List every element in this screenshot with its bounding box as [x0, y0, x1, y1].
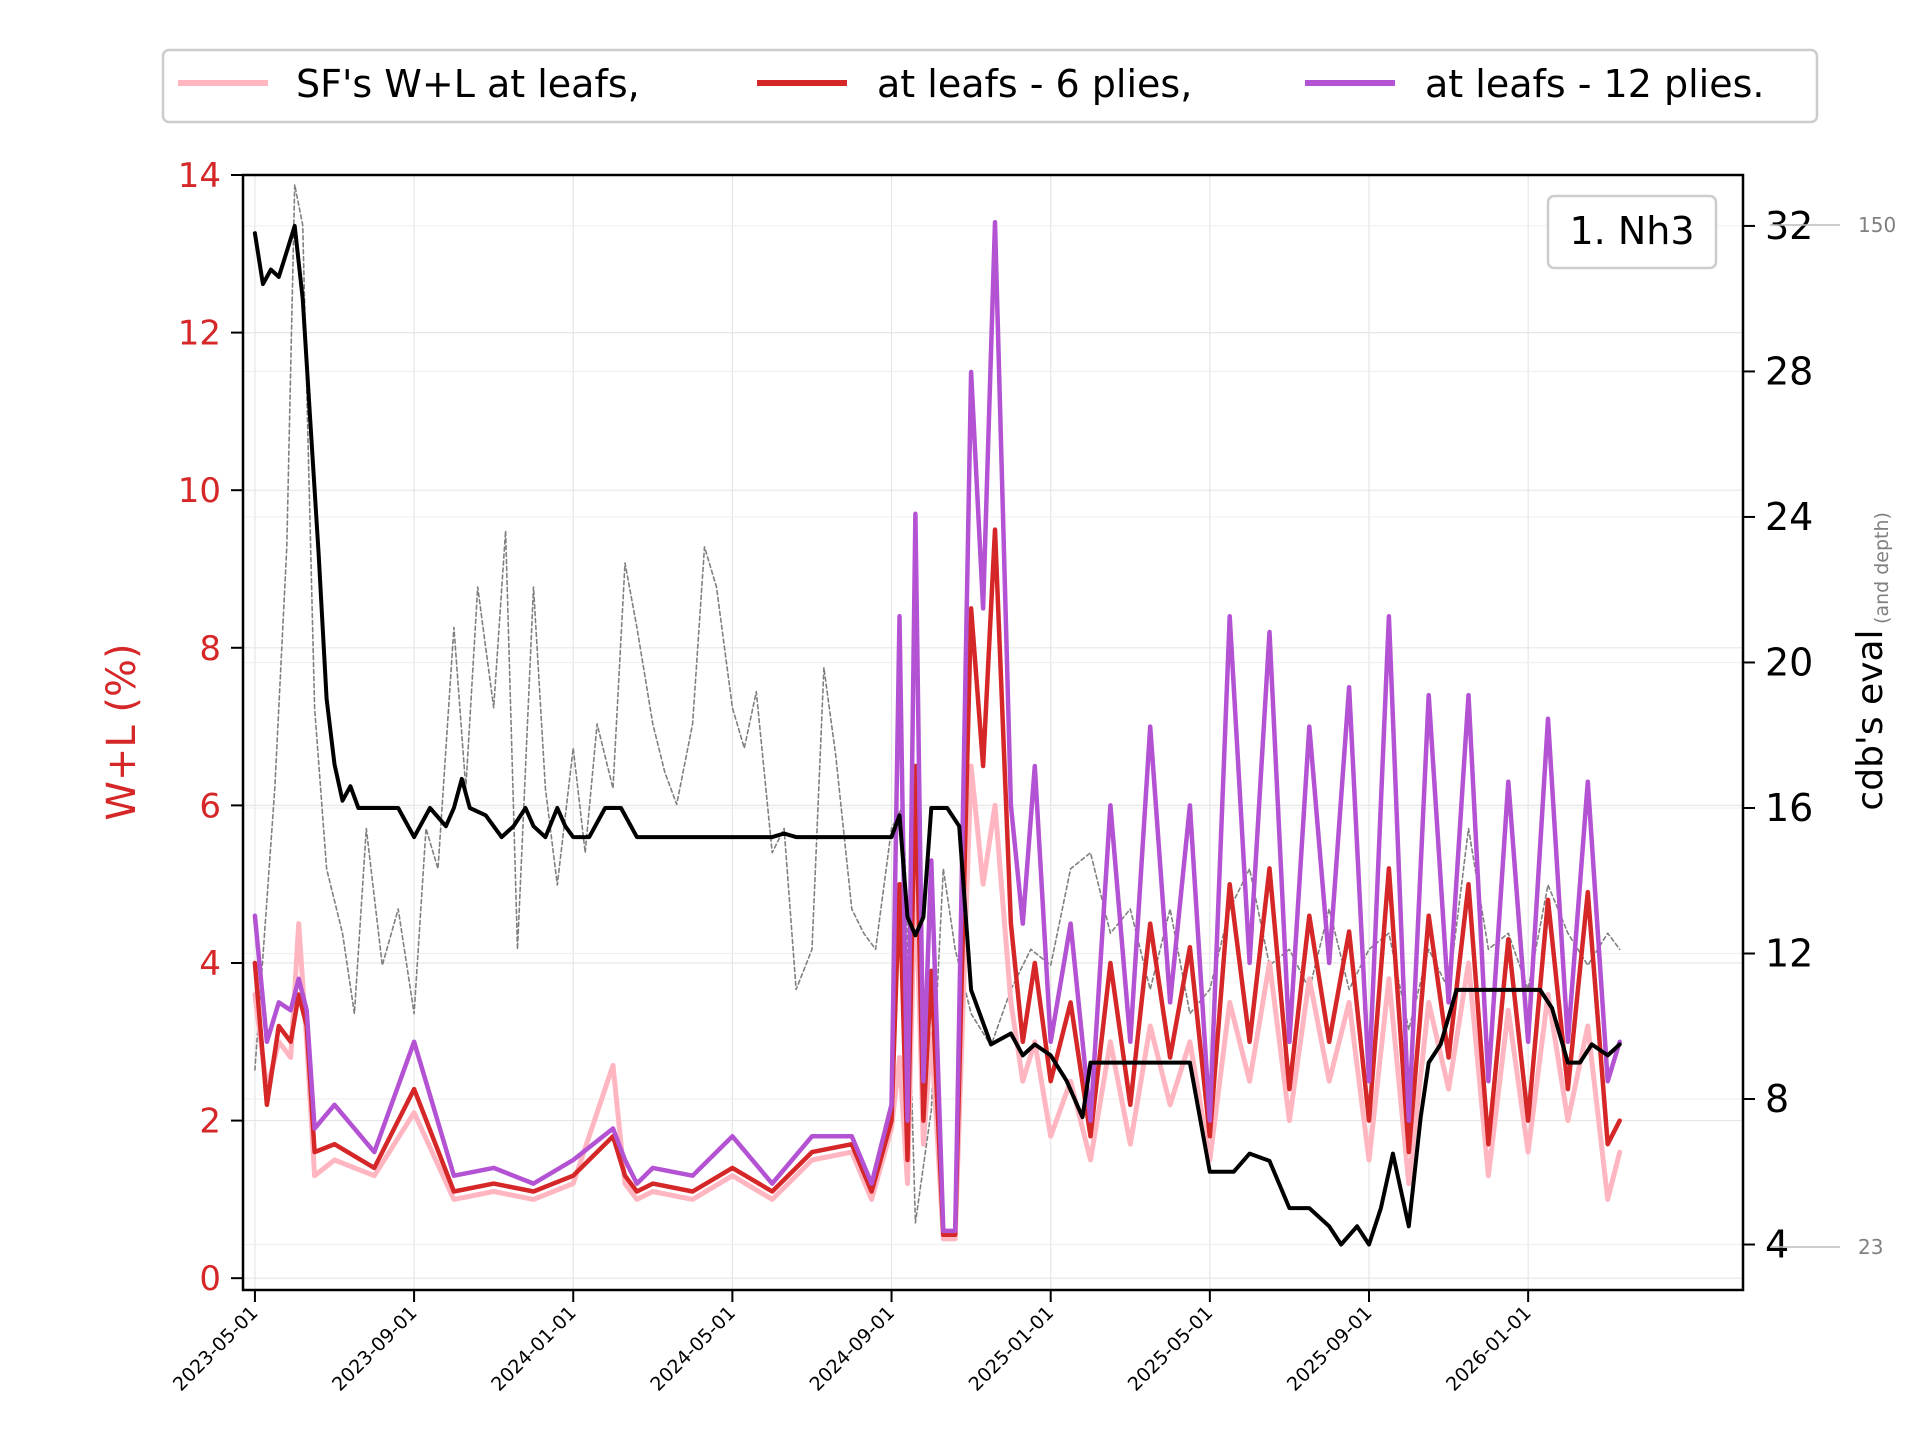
left-tick-label: 4: [199, 944, 221, 984]
x-tick-label: 2023-09-01: [328, 1302, 422, 1396]
right-tick-label: 32: [1765, 204, 1813, 248]
left-tick-label: 12: [178, 314, 221, 354]
annotation-text: 1. Nh3: [1569, 209, 1694, 253]
right-tick-label: 24: [1765, 495, 1813, 539]
x-tick-label: 2026-01-01: [1442, 1302, 1536, 1396]
right-tick-label: 12: [1765, 931, 1813, 975]
series-sf-wl: [252, 763, 1623, 1242]
right-tick-label: 16: [1765, 786, 1813, 830]
legend-label-12-plies: at leafs - 12 plies.: [1425, 62, 1764, 106]
x-tick-label: 2024-09-01: [805, 1302, 899, 1396]
annotation-badge: 1. Nh3: [1546, 194, 1718, 270]
series-layer: [252, 184, 1623, 1247]
right-tick-label: 4: [1765, 1223, 1789, 1267]
legend: SF's W+L at leafs, at leafs - 6 plies, a…: [161, 48, 1819, 124]
right-tick-label: 8: [1765, 1077, 1789, 1121]
left-tick-label: 2: [199, 1102, 221, 1142]
depth-tick-label: 23: [1858, 1235, 1883, 1259]
left-tick-label: 6: [199, 786, 221, 826]
left-axis-label: W+L (%): [99, 643, 145, 820]
legend-label-6-plies: at leafs - 6 plies,: [877, 62, 1192, 106]
x-tick-label: 2024-05-01: [646, 1302, 740, 1396]
series-12-plies: [252, 220, 1622, 1234]
left-tick-label: 14: [178, 156, 221, 196]
x-tick-label: 2025-05-01: [1124, 1302, 1218, 1396]
x-tick-label: 2024-01-01: [487, 1302, 581, 1396]
right-tick-label: 20: [1765, 640, 1813, 684]
x-tick-label: 2025-09-01: [1283, 1302, 1377, 1396]
depth-tick-label: 150: [1858, 213, 1896, 237]
left-tick-label: 8: [199, 629, 221, 669]
series-cdb-eval: [252, 223, 1622, 1247]
legend-label-sf: SF's W+L at leafs,: [296, 62, 640, 106]
series-depth: [254, 184, 1621, 1224]
plot-frame: [241, 173, 1745, 1292]
right-tick-label: 28: [1765, 349, 1813, 393]
right-axis-label: cdb's eval: [1850, 629, 1891, 810]
x-tick-label: 2023-05-01: [169, 1302, 263, 1396]
left-tick-label: 0: [199, 1259, 221, 1299]
legend-box: [161, 48, 1819, 124]
left-tick-label: 10: [178, 471, 221, 511]
series-6-plies: [252, 527, 1622, 1238]
x-tick-label: 2025-01-01: [965, 1302, 1059, 1396]
right-axis-sublabel: (and depth): [1871, 512, 1893, 624]
